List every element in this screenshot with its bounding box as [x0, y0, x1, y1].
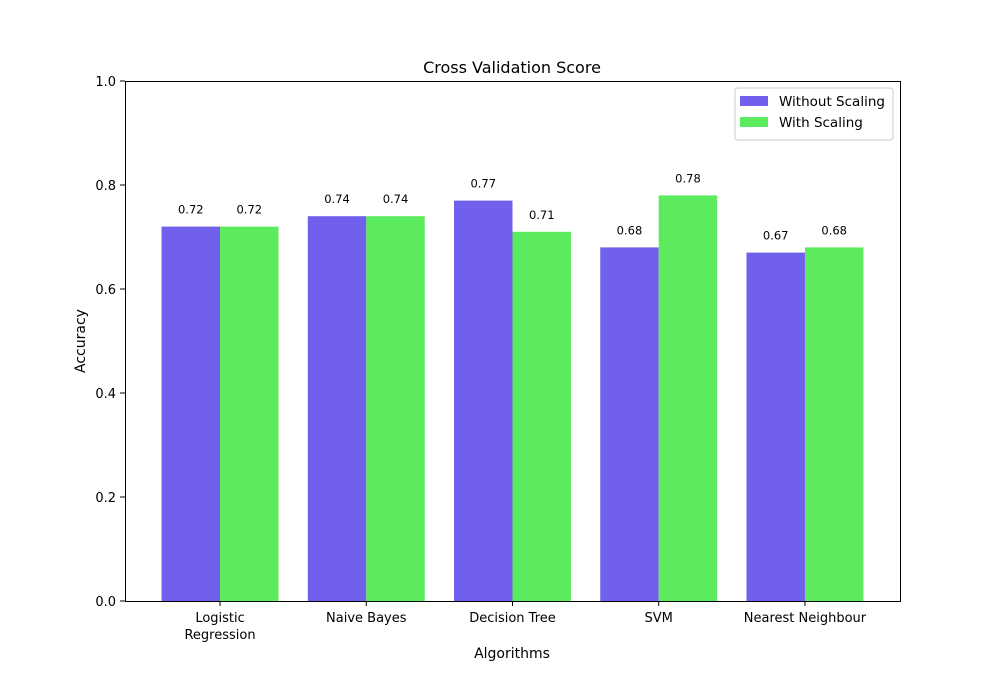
data-label: 0.78: [675, 171, 701, 185]
legend-label: Without Scaling: [779, 94, 885, 110]
y-tick-label: 0.8: [95, 179, 116, 194]
x-tick-label: Decision Tree: [469, 611, 556, 626]
data-labels-group: 0.72 0.74 0.77 0.68 0.67 0.72 0.74 0.71 0.78 0.68: [178, 171, 847, 242]
bar-with-scaling-2: [512, 231, 571, 602]
x-tick-label-line: Naive Bayes: [326, 611, 407, 626]
data-label: 0.71: [529, 208, 555, 222]
legend-box: [734, 87, 894, 141]
bar-with-scaling-1: [366, 216, 425, 601]
legend-swatch: [740, 117, 768, 127]
bar-without-scaling-2: [454, 200, 513, 601]
bar-without-scaling-4: [746, 252, 805, 601]
y-axis-label: Accuracy: [73, 309, 89, 373]
x-tick-label: Naive Bayes: [326, 611, 407, 626]
bar-with-scaling-0: [220, 226, 279, 601]
y-tick-label: 1.0: [95, 75, 116, 90]
data-label: 0.72: [178, 203, 204, 217]
data-label: 0.77: [470, 177, 496, 191]
data-label: 0.68: [821, 223, 847, 237]
y-tick-label: 0.0: [95, 595, 116, 610]
x-tick-label: Logistic Regression: [184, 611, 255, 643]
legend-label: With Scaling: [779, 115, 863, 131]
y-tick-label: 0.2: [95, 491, 116, 506]
bar-with-scaling-4: [804, 247, 864, 601]
y-tick-label: 0.4: [95, 387, 116, 402]
data-label: 0.68: [617, 223, 643, 237]
x-axis-label: Algorithms: [474, 646, 550, 662]
legend-swatch: [740, 96, 768, 106]
data-label: 0.67: [763, 229, 789, 243]
x-axis-ticks: Logistic Regression Naive Bayes Decision Tr…: [184, 601, 867, 643]
bar-without-scaling-1: [307, 216, 367, 601]
x-tick-label-line: Regression: [184, 628, 255, 643]
bar-without-scaling-0: [161, 226, 221, 601]
x-tick-label-line: Logistic: [195, 611, 244, 626]
chart-title: Cross Validation Score: [423, 58, 601, 77]
x-tick-label: Nearest Neighbour: [744, 611, 867, 626]
data-label: 0.72: [236, 203, 262, 217]
x-tick-label: SVM: [645, 611, 673, 626]
data-label: 0.74: [383, 192, 409, 206]
legend: Without Scaling With Scaling: [734, 87, 894, 141]
x-tick-label-line: Decision Tree: [469, 611, 556, 626]
x-tick-label-line: Nearest Neighbour: [744, 611, 867, 626]
bar-with-scaling-3: [658, 195, 718, 601]
data-label: 0.74: [324, 192, 350, 206]
y-tick-label: 0.6: [95, 283, 116, 298]
x-tick-label-line: SVM: [645, 611, 673, 626]
y-axis-ticks: 0.0 0.2 0.4 0.6 0.8 1.0: [95, 75, 125, 610]
bar-without-scaling-3: [600, 247, 659, 601]
bars-group: [161, 195, 864, 602]
